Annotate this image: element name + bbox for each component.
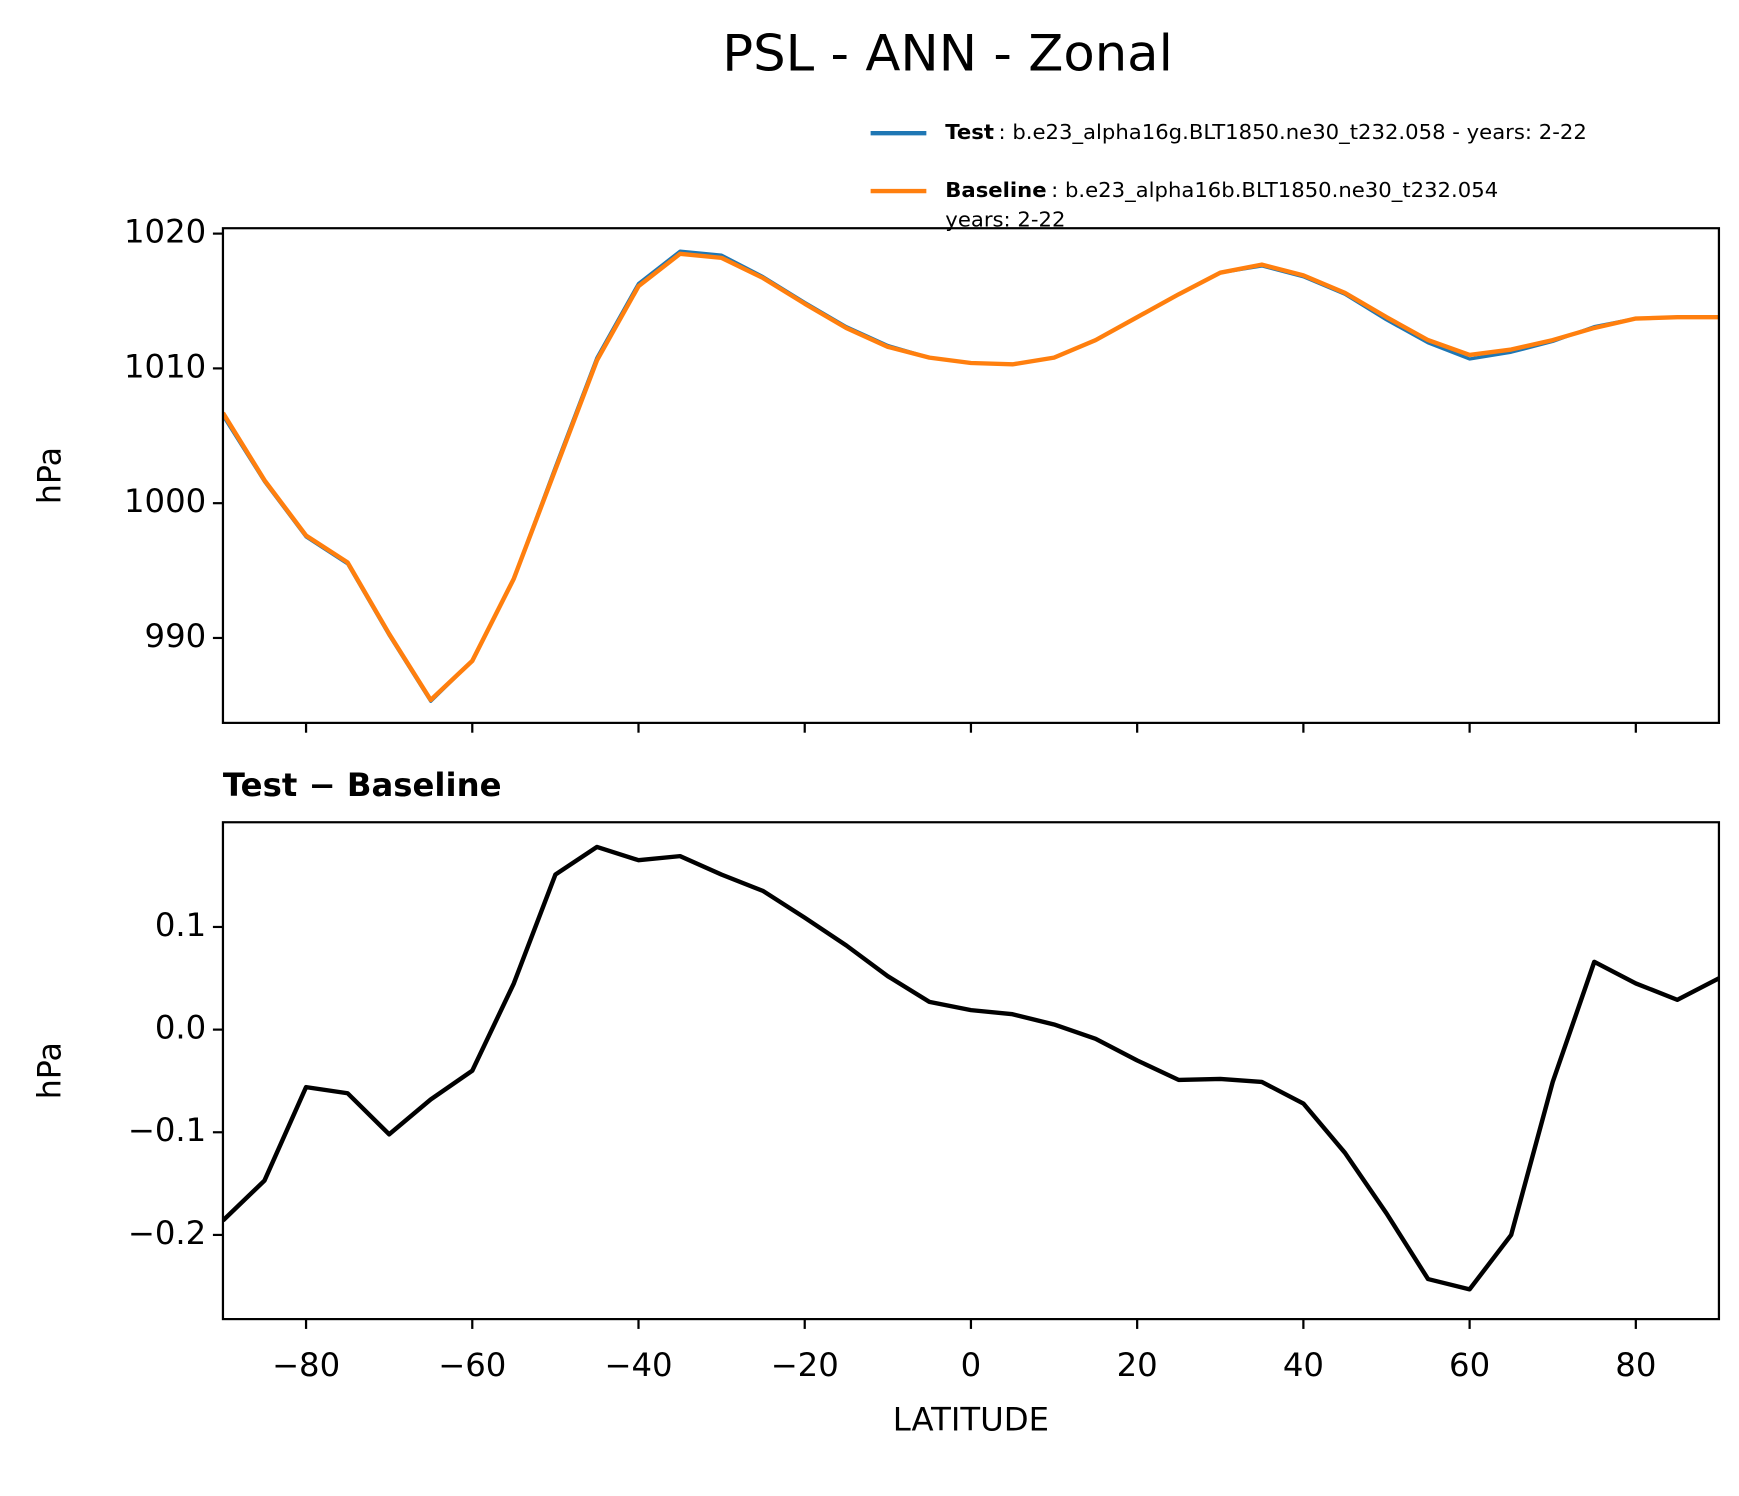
line-series <box>222 844 1719 1292</box>
legend-description: years: 2-22 <box>945 208 1065 232</box>
line-series <box>222 251 1719 703</box>
y-tick-label: 0.1 <box>155 906 206 944</box>
axes-frame <box>221 821 1721 1321</box>
y-tick-label: 0.0 <box>155 1009 206 1047</box>
x-tick-label: 0 <box>961 1346 982 1384</box>
x-tick-label: 40 <box>1283 1346 1324 1384</box>
x-tick-label: −20 <box>771 1346 839 1384</box>
legend-description: : b.e23_alpha16b.BLT1850.ne30_t232.054 <box>1051 178 1498 203</box>
legend-name: Baseline <box>945 178 1046 202</box>
legend-name: Test <box>945 120 994 144</box>
x-tick-label: −40 <box>604 1346 672 1384</box>
legend-description: : b.e23_alpha16g.BLT1850.ne30_t232.058 -… <box>998 120 1586 145</box>
y-tick-label: −0.2 <box>128 1214 206 1252</box>
figure-title: PSL - ANN - Zonal <box>722 24 1173 82</box>
x-tick-label: 60 <box>1449 1346 1490 1384</box>
x-tick-label: 80 <box>1615 1346 1656 1384</box>
x-tick-label: 20 <box>1117 1346 1158 1384</box>
y-tick-label: −0.1 <box>128 1111 206 1149</box>
x-axis-label: LATITUDE <box>893 1401 1049 1439</box>
y-tick-label: 990 <box>145 617 207 655</box>
x-tick-label: −60 <box>438 1346 506 1384</box>
y-axis-label: hPa <box>30 1042 68 1099</box>
y-axis-label: hPa <box>30 447 68 504</box>
x-tick-label: −80 <box>272 1346 340 1384</box>
axes-frame <box>221 227 1721 724</box>
y-tick-label: 1020 <box>124 213 206 251</box>
subplot-title: Test − Baseline <box>223 767 502 805</box>
y-tick-label: 1000 <box>124 482 206 520</box>
y-tick-label: 1010 <box>124 348 206 386</box>
legend-label: Baseline: b.e23_alpha16b.BLT1850.ne30_t2… <box>945 178 1498 231</box>
legend-label: Test: b.e23_alpha16g.BLT1850.ne30_t232.0… <box>945 120 1587 145</box>
